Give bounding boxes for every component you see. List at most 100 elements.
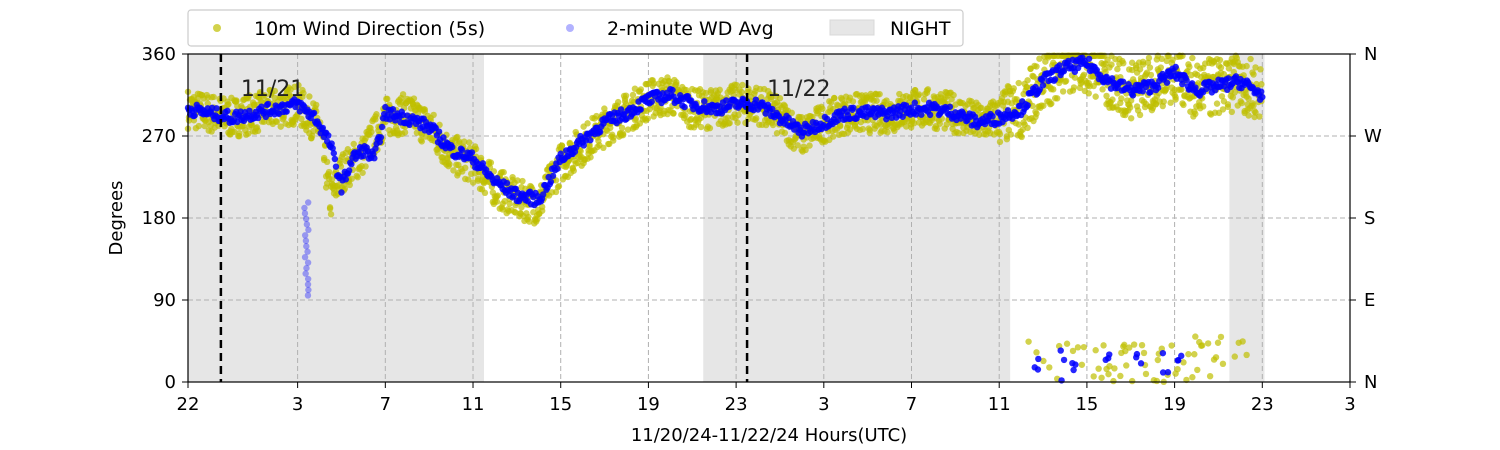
wd-5s-point-1738 [1040, 357, 1047, 365]
wd-5s-point-551 [456, 138, 463, 145]
wd-5s-point-40 [204, 100, 211, 107]
wd-5s-point-1492 [920, 96, 928, 103]
wd-5s-point-1971 [1140, 349, 1148, 357]
wd-avg-point-1002 [1060, 356, 1068, 364]
wd-avg-point-147 [345, 167, 353, 174]
wd-5s-point-336 [350, 140, 357, 148]
wd-5s-point-1853 [1092, 93, 1099, 100]
wd-5s-point-678 [519, 177, 526, 185]
wd-avg-point-115 [310, 109, 318, 117]
wd-5s-point-2216 [1245, 95, 1252, 102]
wd-5s-point-99 [233, 97, 240, 104]
wd-5s-point-857 [607, 124, 614, 132]
wd-5s-point-2210 [1243, 62, 1250, 70]
wd-5s-point-2219 [1247, 55, 1254, 63]
wd-5s-point-677 [518, 204, 525, 211]
wd-5s-point-2004 [1154, 356, 1162, 364]
wd-5s-point-2144 [1213, 100, 1221, 107]
wd-5s-point-1519 [933, 125, 941, 133]
wd-5s-point-2226 [1250, 71, 1257, 78]
wd-avg-point-990 [303, 243, 310, 250]
wd-5s-point-459 [410, 95, 418, 102]
wd-5s-point-2170 [1224, 101, 1232, 108]
wd-5s-point-1722 [1033, 110, 1040, 117]
y-tick-label-2: 180 [142, 208, 176, 229]
wd-avg-point-607 [850, 104, 857, 112]
wd-5s-point-2229 [1252, 64, 1259, 71]
wd-avg-point-73 [264, 100, 272, 108]
wd-5s-point-2157 [1218, 93, 1226, 100]
wd-avg-point-799 [1060, 68, 1068, 75]
wd-5s-point-539 [450, 167, 457, 174]
y-tick-label-0: 0 [165, 372, 176, 393]
wd-5s-point-1563 [955, 129, 962, 137]
wd-avg-point-233 [440, 134, 447, 141]
wd-5s-point-1897 [1110, 377, 1117, 385]
wd-5s-point-909 [632, 115, 640, 122]
wd-avg-point-1006 [1069, 359, 1076, 367]
wd-avg-point-533 [769, 105, 776, 113]
wd-avg-point-26 [213, 105, 220, 112]
wd-5s-point-1893 [1109, 96, 1116, 103]
wd-avg-point-6 [191, 112, 198, 119]
wd-5s-point-1456 [903, 123, 910, 130]
wd-avg-point-983 [304, 281, 312, 288]
wd-5s-point-154 [260, 118, 268, 125]
x-tick-label-3: 11 [462, 394, 485, 415]
wd-avg-point-993 [305, 226, 312, 234]
wd-5s-point-1885 [1105, 370, 1112, 378]
wd-5s-point-1194 [773, 130, 781, 137]
wd-avg-point-64 [254, 114, 262, 122]
wd-5s-point-143 [254, 127, 262, 135]
wd-5s-point-1098 [726, 119, 733, 127]
wd-5s-point-1669 [1007, 131, 1015, 138]
wd-5s-point-224 [295, 82, 302, 89]
wd-5s-point-329 [346, 181, 354, 189]
wd-5s-point-1930 [1123, 362, 1130, 369]
wd-avg-point-36 [224, 107, 231, 115]
wd-5s-point-2098 [1194, 366, 1201, 374]
wd-5s-point-883 [619, 130, 627, 137]
wd-5s-point-177 [271, 87, 279, 95]
wd-avg-point-324 [539, 191, 547, 198]
wd-5s-point-1882 [1104, 56, 1111, 64]
wd-avg-point-135 [332, 163, 340, 170]
wd-avg-point-988 [301, 253, 309, 261]
wd-5s-point-2078 [1186, 63, 1193, 71]
wd-5s-point-1403 [876, 90, 883, 98]
wd-5s-point-1368 [859, 125, 867, 133]
wd-avg-point-994 [303, 221, 311, 228]
wd-avg-point-982 [305, 286, 312, 294]
legend-label-night: NIGHT [890, 18, 951, 40]
wd-5s-point-1702 [1024, 77, 1031, 84]
wd-5s-point-1805 [1070, 84, 1078, 91]
wd-5s-point-1924 [1121, 341, 1128, 349]
wd-5s-point-1224 [788, 109, 796, 117]
wd-5s-point-1211 [781, 129, 789, 137]
wd-5s-point-2093 [1192, 333, 1199, 340]
wd-5s-point-1116 [735, 111, 742, 119]
wd-avg-point-395 [617, 106, 625, 113]
wd-avg-point-177 [378, 123, 386, 131]
wd-5s-point-405 [384, 95, 391, 103]
wd-avg-point-1004 [1057, 347, 1064, 354]
wd-avg-point-333 [549, 172, 557, 180]
wd-5s-point-1500 [924, 86, 932, 93]
wd-5s-point-810 [584, 120, 591, 127]
wd-5s-point-1987 [1147, 71, 1155, 79]
wd-5s-point-1814 [1074, 344, 1082, 351]
y-tick-label-3: 270 [142, 126, 176, 147]
wd-5s-point-475 [418, 138, 426, 145]
wd-5s-point-1787 [1062, 77, 1070, 85]
wd-5s-point-629 [494, 192, 501, 199]
wd-5s-point-2184 [1231, 89, 1238, 96]
wd-avg-point-133 [330, 150, 337, 157]
wd-5s-point-2129 [1206, 372, 1214, 380]
wd-5s-point-1891 [1108, 61, 1115, 68]
wd-5s-point-2091 [1192, 110, 1199, 118]
wd-5s-point-881 [618, 124, 626, 132]
wd-5s-point-1879 [1103, 92, 1110, 100]
wd-5s-point-2018 [1160, 98, 1167, 105]
wd-5s-point-1152 [753, 115, 760, 122]
wd-5s-point-2058 [1178, 86, 1185, 93]
